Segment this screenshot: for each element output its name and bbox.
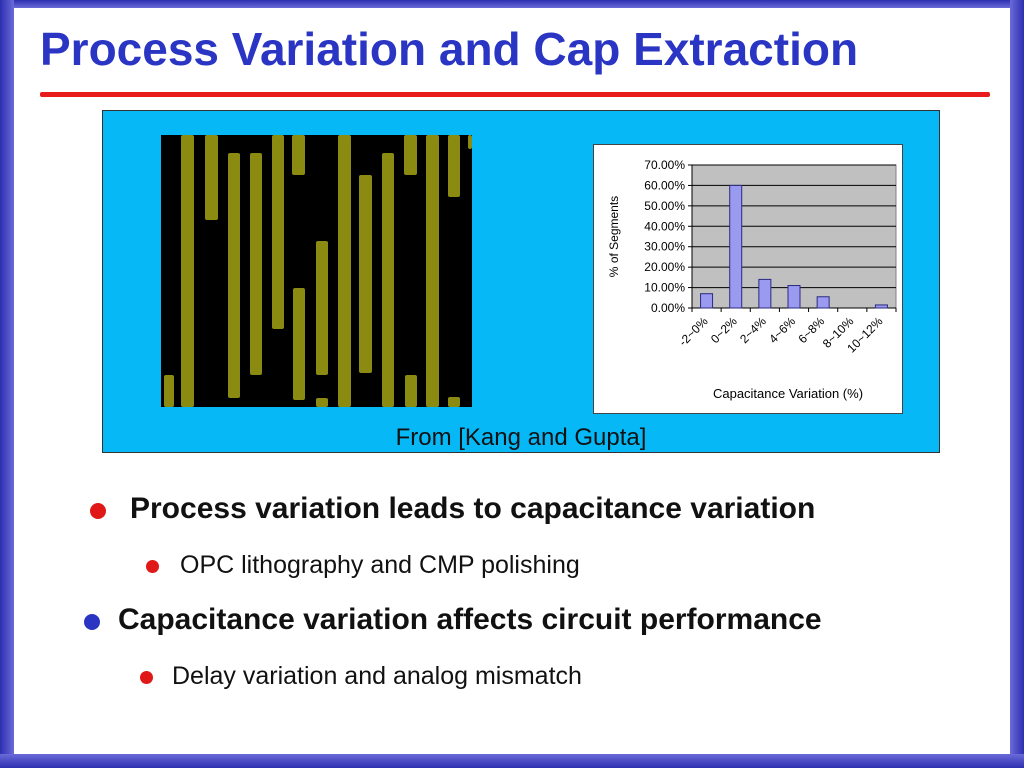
slide-frame-bottom (0, 754, 1024, 768)
bar (700, 293, 714, 309)
x-tick-label: 2~4% (737, 314, 769, 346)
bullet-dot-icon (90, 503, 106, 519)
title-underline (40, 92, 990, 97)
bar (816, 296, 830, 309)
bar (787, 285, 801, 309)
layout-wire (468, 135, 472, 149)
layout-wire (228, 153, 240, 398)
layout-wire (359, 175, 372, 373)
layout-wire (382, 153, 394, 407)
layout-wire (448, 135, 460, 197)
layout-wire (316, 241, 328, 375)
layout-wire (405, 375, 417, 407)
slide-frame-left (0, 0, 14, 768)
y-tick-label: 20.00% (644, 260, 685, 274)
layout-wire (250, 153, 262, 375)
slide-title: Process Variation and Cap Extraction (40, 23, 859, 75)
bullet-item: OPC lithography and CMP polishing (180, 551, 580, 579)
bar (729, 184, 743, 309)
x-axis-title: Capacitance Variation (%) (713, 386, 863, 401)
layout-wire (293, 288, 305, 400)
x-tick-label: -2~0% (676, 314, 711, 349)
y-tick-label: 60.00% (644, 178, 685, 192)
y-tick-label: 50.00% (644, 199, 685, 213)
layout-wire (292, 135, 305, 175)
bar (874, 304, 888, 309)
histogram-svg: 0.00% 10.00% 20.00% 30.00% 40.00% 50.00% 60.00… (607, 158, 897, 401)
layout-wire (181, 135, 194, 407)
figure-panel: 0.00% 10.00% 20.00% 30.00% 40.00% 50.00% 60.00… (102, 110, 940, 453)
x-tick-label: 4~6% (766, 314, 798, 346)
y-tick-label: 70.00% (644, 158, 685, 172)
y-tick-label: 0.00% (651, 301, 685, 315)
y-tick-label: 10.00% (644, 281, 685, 295)
layout-wire (272, 135, 284, 329)
y-tick-label: 30.00% (644, 240, 685, 254)
slide-frame-top (0, 0, 1024, 8)
capacitance-histogram: 0.00% 10.00% 20.00% 30.00% 40.00% 50.00% 60.00… (593, 144, 903, 414)
slide-frame-right (1010, 0, 1024, 768)
bullet-item: Capacitance variation affects circuit pe… (118, 603, 822, 636)
bullet-item: Process variation leads to capacitance v… (130, 492, 816, 525)
bar (758, 278, 772, 309)
y-axis-title: % of Segments (607, 196, 621, 277)
plot-area (691, 164, 897, 309)
x-tick-label: 0~2% (708, 314, 740, 346)
figure-caption: From [Kang and Gupta] (395, 424, 647, 451)
bullet-dot-icon (140, 671, 153, 684)
bullet-dot-icon (146, 560, 159, 573)
layout-wire (426, 135, 439, 407)
y-tick-label: 40.00% (644, 219, 685, 233)
layout-image (161, 135, 472, 407)
layout-wire (404, 135, 417, 175)
layout-wire (205, 135, 218, 220)
layout-wire (164, 375, 174, 407)
bullet-dot-icon (84, 614, 100, 630)
bullet-item: Delay variation and analog mismatch (172, 662, 582, 690)
layout-wire (448, 397, 460, 407)
layout-wire (338, 135, 351, 407)
layout-wire (316, 398, 328, 407)
